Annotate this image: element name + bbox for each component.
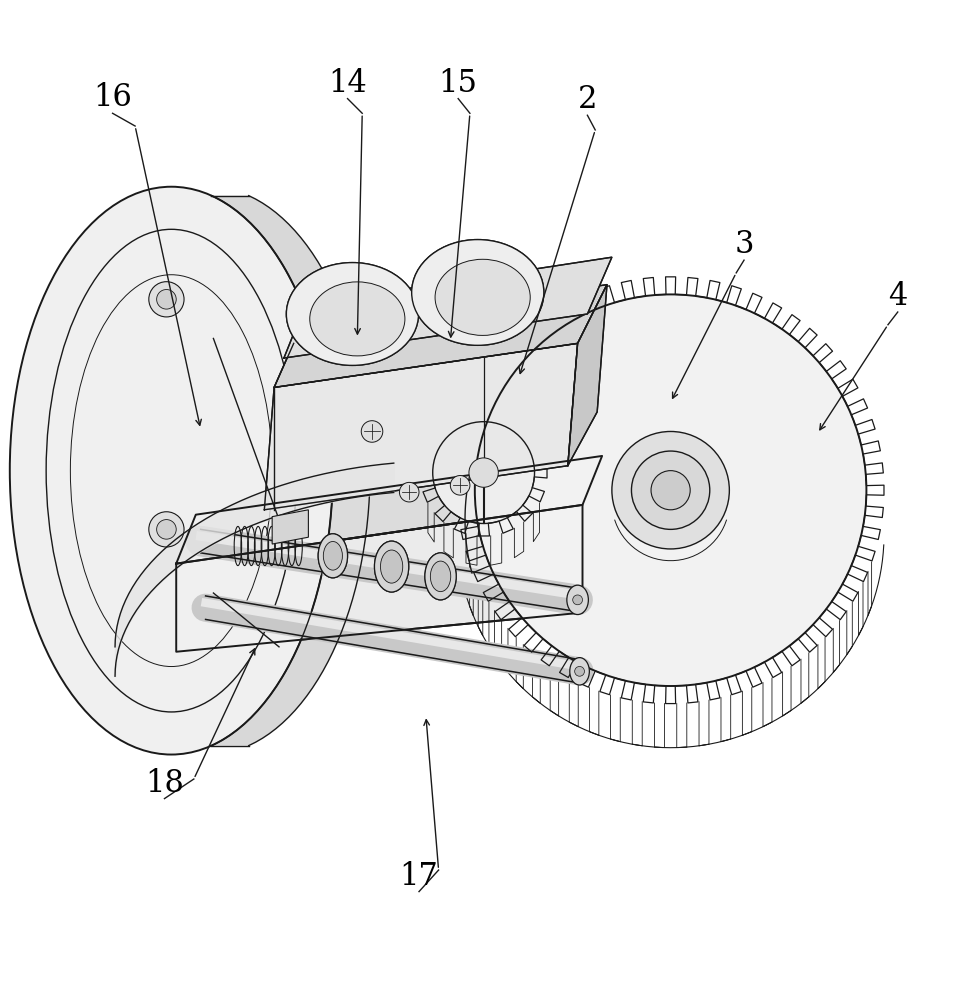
Ellipse shape	[434, 259, 530, 335]
Ellipse shape	[374, 541, 409, 592]
Polygon shape	[567, 285, 606, 466]
Circle shape	[432, 422, 534, 523]
Ellipse shape	[10, 187, 333, 755]
Polygon shape	[264, 343, 577, 510]
Ellipse shape	[424, 553, 456, 600]
Polygon shape	[176, 505, 582, 652]
Text: 18: 18	[145, 768, 184, 799]
Circle shape	[611, 431, 729, 549]
Ellipse shape	[566, 585, 588, 615]
Polygon shape	[284, 257, 611, 358]
Polygon shape	[274, 285, 606, 387]
Ellipse shape	[318, 534, 347, 578]
Polygon shape	[176, 456, 601, 564]
Ellipse shape	[286, 263, 418, 365]
Circle shape	[399, 482, 419, 502]
Ellipse shape	[286, 263, 418, 365]
Circle shape	[149, 282, 184, 317]
Circle shape	[650, 471, 689, 510]
Text: 3: 3	[734, 229, 753, 260]
Ellipse shape	[309, 282, 405, 356]
Ellipse shape	[318, 534, 347, 578]
Ellipse shape	[430, 561, 450, 592]
Ellipse shape	[374, 541, 409, 592]
Circle shape	[156, 290, 176, 309]
Polygon shape	[272, 510, 308, 544]
Circle shape	[450, 476, 469, 495]
Text: 15: 15	[438, 68, 477, 99]
Ellipse shape	[424, 553, 456, 600]
Ellipse shape	[309, 282, 405, 356]
Polygon shape	[211, 196, 370, 746]
Ellipse shape	[380, 550, 402, 583]
Circle shape	[631, 451, 709, 529]
Circle shape	[572, 595, 582, 605]
Circle shape	[474, 294, 866, 686]
Circle shape	[149, 512, 184, 547]
Ellipse shape	[434, 259, 530, 335]
Circle shape	[361, 421, 382, 442]
Circle shape	[574, 666, 584, 676]
Text: 16: 16	[93, 82, 132, 113]
Circle shape	[468, 458, 498, 487]
Text: 2: 2	[577, 84, 597, 115]
Ellipse shape	[411, 240, 544, 345]
Ellipse shape	[411, 240, 544, 345]
Ellipse shape	[323, 541, 342, 570]
Text: 4: 4	[887, 281, 907, 312]
Text: 14: 14	[328, 68, 367, 99]
Circle shape	[156, 520, 176, 539]
Text: 17: 17	[399, 861, 438, 892]
Ellipse shape	[569, 658, 589, 685]
